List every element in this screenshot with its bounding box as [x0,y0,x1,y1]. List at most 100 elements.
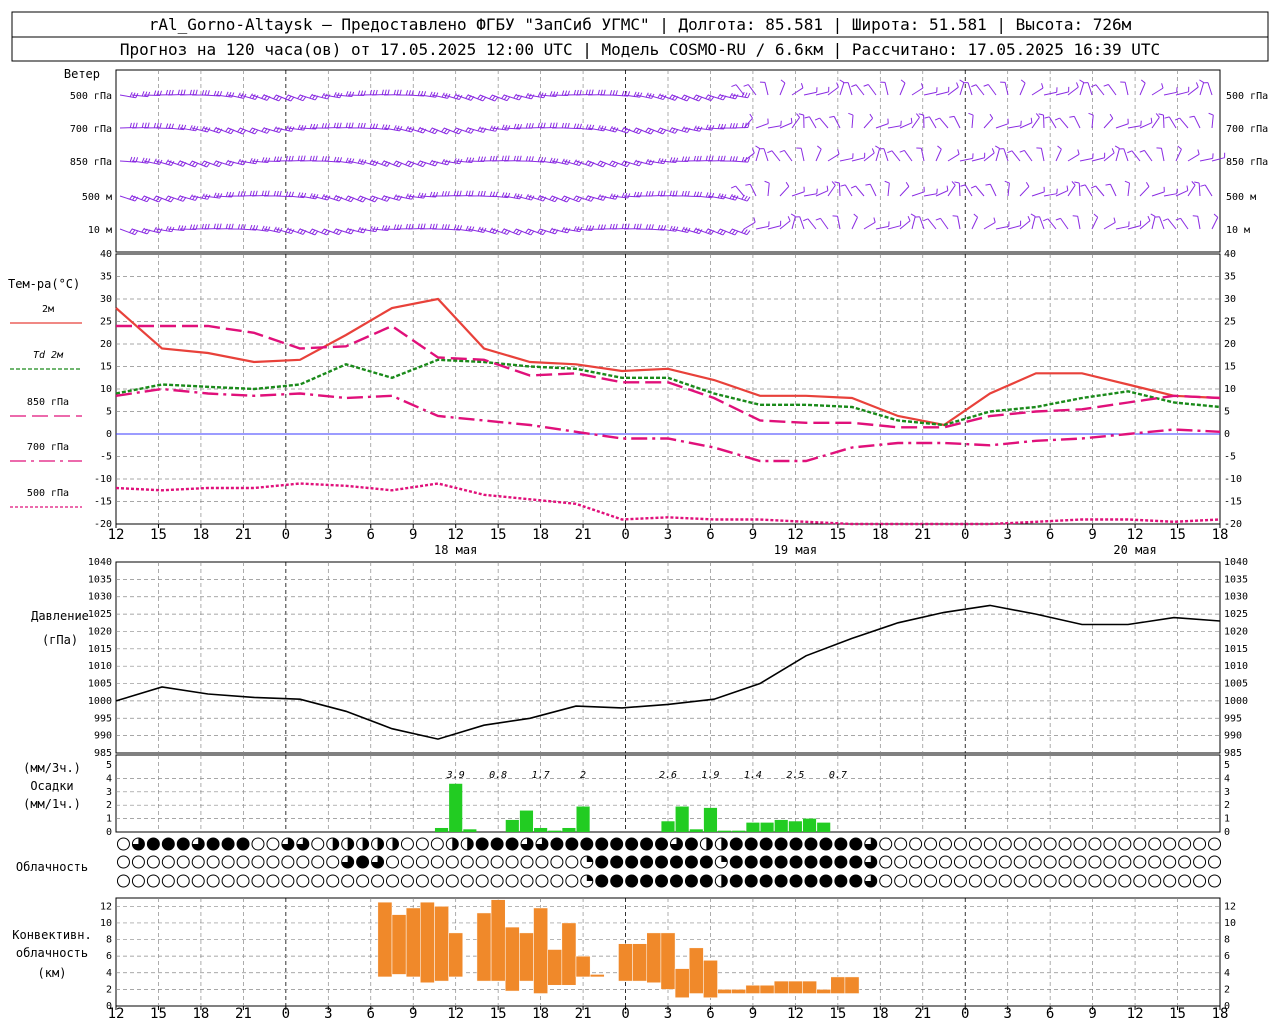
wind-barb [779,186,790,197]
wind-barb [875,123,889,129]
wind-barb-feather [183,89,186,95]
wind-barb-feather [732,156,735,162]
cloud-fill [640,838,653,850]
wind-barb-feather [324,156,327,162]
wind-barb-feather [243,191,246,197]
temp-title: Тем-ра(°C) [8,277,80,291]
wind-barb-feather [1189,115,1195,118]
wind-barb-feather [651,191,654,197]
wind-barb [1031,87,1044,96]
wind-barb-feather [1127,150,1133,154]
wind-barb-feather [626,128,631,134]
wind-barb-feather [528,93,532,99]
wind-barb-feather [991,148,995,154]
convective-bar [533,907,548,994]
y-tick-label: 0 [1224,827,1230,838]
wind-barb-feather [1076,82,1079,88]
wind-barb [911,191,925,197]
wind-barb-feather [411,223,414,229]
cloud-fill [655,838,668,850]
cloud-circle [953,855,967,869]
wind-barb-feather [1074,181,1080,184]
wind-barb-feather [1150,117,1153,123]
wind-barb-feather [242,129,247,135]
wind-barb-feather [611,161,616,167]
cloud-circle [998,837,1012,851]
wind-barb-feather [717,93,721,99]
cloud-fill [819,838,832,850]
wind-barb-feather [213,90,217,96]
series-line-t850 [116,324,1221,429]
legend-label-td2m: Td 2м [33,350,64,361]
cloud-circle [1058,874,1072,888]
cloud-circle [939,837,952,851]
cloud-circle [1028,874,1042,888]
cloud-fill [700,856,713,868]
wind-barb-feather [884,180,890,184]
cloud-fill [745,875,758,887]
cloud-fill [730,875,743,887]
wind-barb-feather [669,157,673,163]
wind-barb-feather [363,228,367,234]
wind-barb-feather [1158,113,1164,116]
cloud-circle [1118,855,1132,869]
wind-barb [1095,84,1105,96]
wind-barb-feather [573,123,577,129]
wind-barb-feather [273,156,277,162]
wind-barb-feather [285,227,289,233]
wind-barb-feather [669,225,673,231]
cloud-fill [281,838,294,850]
precip-panel: (мм/3ч.) Осадки (мм/1ч.) 0 0 1 1 2 2 3 3 4 4 5 5 3.… [23,754,1230,838]
wind-barb-feather [360,122,363,128]
y-tick-label: 10 [1224,384,1236,395]
wind-barb-feather [435,92,439,98]
wind-barb-feather [141,91,145,97]
x-tick-label: 0 [621,527,629,543]
cloud-fill [685,875,698,887]
cloud-circle [490,855,504,869]
wind-barb-feather [915,113,920,118]
precip-bar [548,830,562,832]
wind-barb-feather [321,194,325,199]
wind-barb-feather [312,155,315,161]
precip-bar [661,821,675,832]
wind-barb-feather [1091,84,1097,88]
wind-barb-feather [675,157,679,163]
x-tick-label: 15 [150,1006,167,1022]
y-tick-label: 5 [106,760,112,771]
wind-barb-feather [767,150,773,154]
x-tick-label: 12 [108,527,125,543]
wind-barb-feather [170,197,175,203]
wind-barb-feather [144,122,147,128]
wind-barb [779,122,793,129]
wind-barb-feather [228,223,231,229]
wind-barb-feather [252,190,255,196]
wind-barb-feather [300,124,304,130]
wind-barb [763,148,769,162]
wind-barb-feather [869,113,874,119]
wind-barb-feather [302,96,307,101]
wind-barb [1011,150,1021,162]
wind-barb-feather [297,155,300,161]
cloud-fill [775,838,788,850]
wind-barb-feather [954,181,960,184]
wind-barb-feather [662,95,667,100]
wind-barb [971,115,974,129]
wind-barb-feather [309,155,312,161]
wind-barb-feather [971,84,977,88]
wind-barb-feather [747,122,750,128]
cloud-circle [1073,855,1087,869]
wind-barb-feather [1038,113,1044,116]
wind-barb [743,152,755,162]
cloud-circle [251,874,265,888]
precip-unit3h: (мм/3ч.) [23,761,81,775]
wind-barb-feather [1194,181,1200,184]
cloud-fill [730,838,743,850]
wind-barb-feather [261,225,265,231]
cloud-circle [1043,874,1057,888]
wind-barb-feather [528,123,531,129]
wind-barb-feather [729,156,733,162]
precip-sum-label: 2 [580,770,586,781]
wind-barb [1168,116,1177,129]
wind-barb-feather [537,92,541,97]
